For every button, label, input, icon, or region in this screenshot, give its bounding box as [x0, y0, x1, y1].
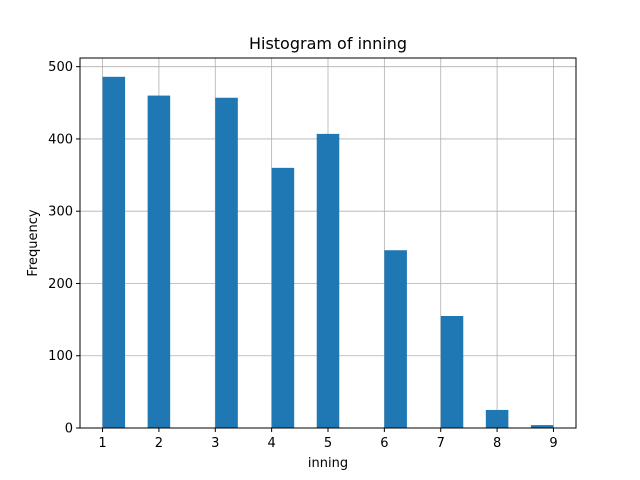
y-tick-label: 0: [65, 422, 73, 437]
histogram-bar: [102, 76, 126, 428]
y-axis-title: Frequency: [26, 209, 41, 276]
histogram-bar: [485, 409, 509, 428]
x-tick-label: 6: [380, 436, 388, 451]
histogram-bar: [147, 95, 171, 428]
x-tick-label: 4: [267, 436, 275, 451]
x-tick-label: 8: [493, 436, 501, 451]
x-axis-title: inning: [308, 456, 348, 471]
histogram-bar: [316, 133, 340, 428]
histogram-bar: [440, 315, 464, 428]
y-tick-label: 500: [48, 60, 73, 75]
x-tick-label: 9: [549, 436, 557, 451]
x-tick-label: 7: [437, 436, 445, 451]
chart-title: Histogram of inning: [249, 34, 407, 53]
y-tick-label: 300: [48, 205, 73, 220]
x-tick-label: 5: [324, 436, 332, 451]
x-tick-label: 1: [98, 436, 106, 451]
histogram-bar: [215, 97, 238, 428]
y-axis-ticks: 0 100 200 300 400 500: [48, 60, 80, 437]
y-tick-label: 400: [48, 132, 73, 147]
histogram-bar: [530, 425, 554, 428]
x-tick-label: 2: [155, 436, 163, 451]
histogram-bar: [271, 167, 295, 428]
x-axis-ticks: 1 2 3 4 5 6 7 8 9: [98, 428, 558, 451]
histogram-bar: [384, 250, 407, 428]
x-tick-label: 3: [211, 436, 219, 451]
y-tick-label: 200: [48, 277, 73, 292]
y-tick-label: 100: [48, 349, 73, 364]
bars: [102, 76, 554, 428]
